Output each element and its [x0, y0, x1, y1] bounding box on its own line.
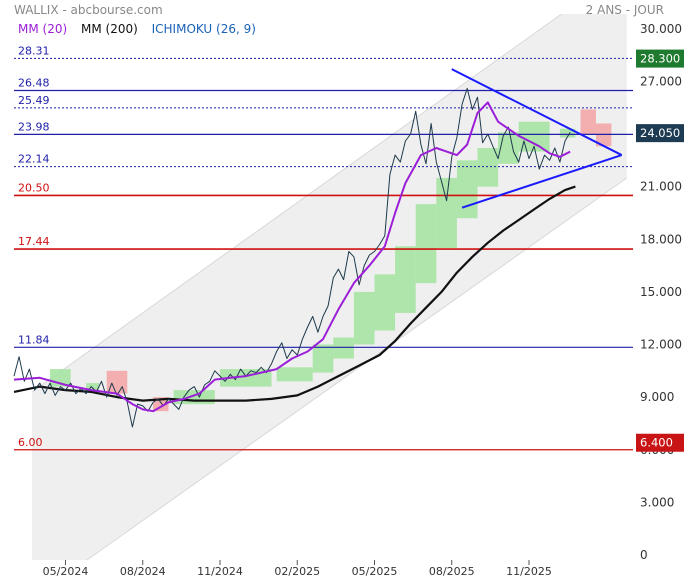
y-tick-label-5: 15.000 [640, 285, 682, 299]
y-tick-label-10: 30.000 [640, 22, 682, 36]
triangle-top-line [451, 68, 623, 156]
cloud-segment-14 [456, 160, 478, 219]
series-cours [13, 87, 571, 428]
cloud-segment-13 [436, 177, 457, 249]
series-group [13, 87, 576, 428]
legend-item-mm200: MM (200) [80, 22, 138, 36]
cloud-segment-9 [353, 291, 375, 345]
y-tick-label-3: 9.000 [640, 390, 674, 404]
chart-title: WALLIX - abcbourse.com [14, 3, 163, 17]
level-label-5: 20.50 [18, 181, 50, 194]
price-badge-label-2: 6.400 [640, 436, 673, 450]
cloud-segment-16 [498, 132, 519, 164]
cloud-segment-15 [477, 148, 499, 187]
y-tick-label-9: 27.000 [640, 74, 682, 88]
triangle-pattern [451, 68, 623, 209]
level-label-3: 23.98 [18, 120, 50, 133]
price-badges: 28.300 24.050 6.400 [636, 49, 684, 452]
legend-item-mm20: MM (20) [18, 22, 68, 36]
trend-channel [31, 14, 628, 560]
level-label-1: 26.48 [18, 77, 50, 90]
level-label-6: 17.44 [18, 235, 50, 248]
price-badge-1 [636, 124, 684, 143]
x-tick-label-4: 05/2025 [352, 565, 398, 578]
series-mm-20- [13, 101, 571, 413]
chart-period: 2 ANS - JOUR [585, 3, 664, 17]
y-tick-label-6: 18.000 [640, 232, 682, 246]
series-mm-200- [13, 185, 576, 402]
cloud-segment-19 [580, 109, 596, 135]
horizontal-levels: 28.31 26.48 25.49 23.98 22.14 20.50 17.44 11.84… [14, 44, 633, 451]
triangle-bottom-line [461, 154, 623, 209]
cloud-segment-7 [312, 344, 334, 373]
level-label-8: 6.00 [18, 436, 43, 449]
cloud-segment-2 [106, 370, 128, 394]
level-label-0: 28.31 [18, 44, 50, 57]
channel-upper-line [31, 14, 563, 393]
price-badge-2 [636, 433, 684, 452]
x-tick-label-0: 05/2024 [43, 565, 89, 578]
price-badge-0 [636, 49, 684, 68]
legend-item-ichimoku: ICHIMOKU (26, 9) [151, 22, 256, 36]
cloud-segment-10 [374, 274, 396, 331]
legend: MM (20) MM (200) ICHIMOKU (26, 9) [18, 22, 266, 36]
y-tick-label-4: 12.000 [640, 338, 682, 352]
cloud-segment-12 [415, 204, 437, 284]
y-tick-label-7: 21.000 [640, 180, 682, 194]
level-label-7: 11.84 [18, 333, 50, 346]
channel-band [32, 14, 627, 560]
x-tick-label-2: 11/2024 [197, 565, 243, 578]
price-badge-label-1: 24.050 [640, 126, 680, 140]
channel-lower-line [86, 177, 628, 560]
x-tick-label-3: 02/2025 [274, 565, 320, 578]
cloud-segment-8 [333, 337, 354, 359]
y-tick-label-1: 3.000 [640, 495, 674, 509]
level-label-2: 25.49 [18, 94, 50, 107]
x-tick-label-6: 11/2025 [506, 565, 552, 578]
x-tick-label-5: 08/2025 [429, 565, 475, 578]
price-badge-label-0: 28.300 [640, 52, 680, 66]
cloud-segment-6 [276, 367, 313, 382]
cloud-segment-4 [173, 390, 215, 405]
level-label-4: 22.14 [18, 153, 50, 166]
y-tick-label-0: 0 [640, 548, 648, 562]
cloud-segment-18 [559, 128, 576, 138]
x-tick-label-1: 08/2024 [120, 565, 166, 578]
cloud-segment-11 [395, 246, 416, 313]
